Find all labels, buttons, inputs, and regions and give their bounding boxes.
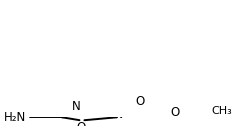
Text: N: N xyxy=(72,100,80,113)
Text: O: O xyxy=(170,106,179,119)
Text: O: O xyxy=(136,94,145,107)
Text: CH₃: CH₃ xyxy=(211,106,232,116)
Text: O: O xyxy=(77,121,86,126)
Text: H₂N: H₂N xyxy=(4,111,26,124)
